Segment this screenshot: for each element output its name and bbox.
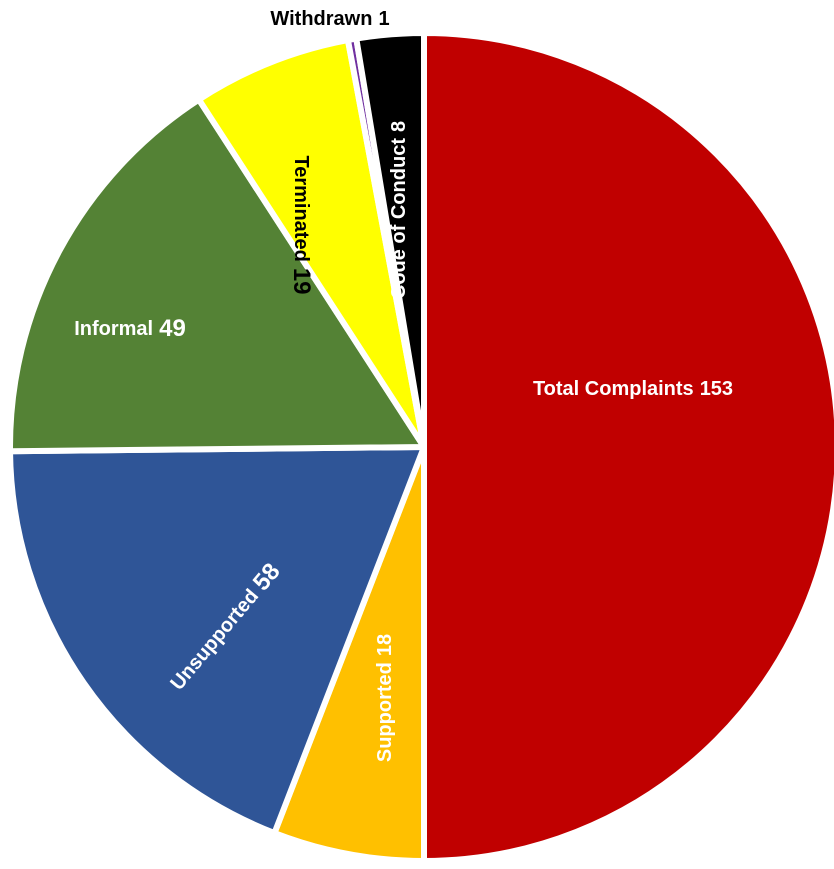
slice-label: Terminated 19 [288, 155, 315, 294]
pie-slice [421, 30, 834, 864]
slice-label: Withdrawn 1 [270, 8, 389, 30]
slice-label-value: 18 [374, 634, 396, 656]
slice-label-value: 19 [288, 268, 315, 295]
pie-slice [7, 444, 427, 837]
pie-slice [353, 30, 427, 450]
slice-label-name: Code of Conduct [388, 138, 410, 299]
slice-label: Informal 49 [74, 315, 186, 342]
slice-label-name: Withdrawn [270, 8, 372, 30]
slice-label: Supported 18 [374, 634, 396, 762]
slice-label-name: Informal [74, 318, 153, 340]
slice-label-name: Terminated [290, 155, 312, 261]
slice-label-name: Total Complaints [533, 378, 694, 400]
slice-label-value: 153 [700, 378, 733, 400]
slice-label: Total Complaints 153 [533, 378, 733, 400]
slice-label-name: Supported [374, 662, 396, 762]
pie-slice [195, 37, 427, 450]
slice-label-value: 8 [388, 121, 410, 132]
pie-slice [7, 96, 427, 455]
slice-label: Code of Conduct 8 [388, 121, 410, 299]
slice-label-value: 1 [378, 8, 389, 30]
slice-label-value: 49 [159, 315, 186, 342]
